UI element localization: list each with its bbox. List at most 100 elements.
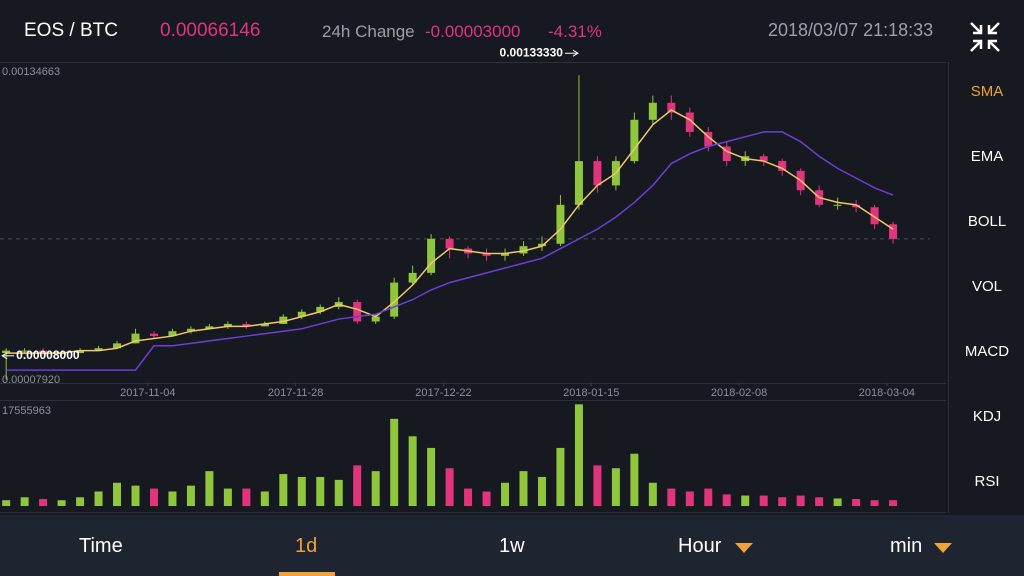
period[interactable]: min bbox=[890, 535, 923, 557]
candle-body bbox=[889, 224, 898, 239]
indicator[interactable]: EMA bbox=[970, 148, 1004, 165]
dropdown-arrow[interactable] bbox=[934, 543, 952, 553]
volume-bar bbox=[390, 418, 399, 506]
candle-body bbox=[186, 328, 195, 332]
candle-body bbox=[168, 331, 177, 337]
y-tick-label: 0.00134663 bbox=[2, 66, 60, 78]
candle-body bbox=[870, 207, 879, 225]
volume-bar bbox=[353, 465, 362, 506]
candle-body bbox=[482, 253, 491, 256]
indicator[interactable]: SMA bbox=[970, 83, 1004, 100]
collapse-icon[interactable] bbox=[968, 20, 1002, 54]
low-label: 0.00008000 bbox=[16, 348, 80, 362]
candle-body bbox=[94, 348, 103, 351]
indicator[interactable]: VOL bbox=[971, 278, 1002, 295]
candle-body bbox=[279, 316, 288, 324]
candle-body bbox=[759, 156, 768, 162]
period[interactable]: 1d bbox=[295, 535, 318, 557]
volume-bar bbox=[94, 491, 103, 506]
selected-underline bbox=[279, 572, 335, 576]
x-tick-label: 2018-02-08 bbox=[711, 387, 767, 399]
candle-body bbox=[371, 316, 380, 322]
candle-body bbox=[519, 246, 528, 254]
volume-tick-label: 17555963 bbox=[2, 405, 51, 417]
candle-body bbox=[223, 323, 232, 327]
low-arrowhead bbox=[1, 352, 8, 360]
volume-bar bbox=[149, 488, 158, 506]
candle-body bbox=[408, 272, 417, 283]
indicator[interactable]: MACD bbox=[964, 343, 1010, 360]
high-label: 0.00133330 bbox=[500, 45, 564, 59]
dropdown-arrow[interactable] bbox=[735, 543, 753, 553]
x-tick-label: 2018-03-04 bbox=[859, 387, 915, 399]
volume-bar bbox=[427, 447, 436, 506]
candle-body bbox=[556, 204, 565, 244]
candle-body bbox=[852, 204, 861, 208]
candle-body bbox=[630, 119, 639, 162]
candle-body bbox=[445, 238, 454, 249]
volume-bar bbox=[20, 497, 29, 506]
volume-bar bbox=[316, 476, 325, 506]
volume-bar bbox=[205, 471, 214, 506]
volume-bar bbox=[667, 488, 676, 506]
moving-average bbox=[6, 131, 894, 371]
candle-body bbox=[722, 146, 731, 162]
volume-bar bbox=[833, 498, 842, 506]
volume-bar bbox=[611, 468, 620, 506]
volume-bar bbox=[870, 500, 879, 506]
candle-body bbox=[131, 333, 140, 344]
volume-bar bbox=[186, 485, 195, 506]
volume-bar bbox=[574, 404, 583, 506]
pair: EOS / BTC bbox=[24, 20, 118, 41]
volume-bar bbox=[2, 500, 11, 506]
x-tick-label: 2017-12-22 bbox=[415, 387, 471, 399]
volume-bar bbox=[519, 471, 528, 506]
y-tick-label: 0.00007920 bbox=[2, 374, 60, 386]
candle-body bbox=[316, 306, 325, 312]
volume-bar bbox=[260, 491, 269, 506]
candle-body bbox=[76, 350, 85, 354]
volume-bar bbox=[593, 465, 602, 506]
volume-bar bbox=[39, 499, 48, 506]
candle-body bbox=[427, 238, 436, 273]
change: -0.00003000 bbox=[425, 22, 521, 41]
volume-bar bbox=[445, 468, 454, 506]
volume-bar bbox=[796, 495, 805, 506]
volume-bar bbox=[778, 497, 787, 506]
volume-bar bbox=[223, 488, 232, 506]
candle-body bbox=[667, 102, 676, 113]
volume-bar bbox=[704, 488, 713, 506]
volume-bar bbox=[759, 495, 768, 506]
volume-bar bbox=[556, 447, 565, 506]
indicator[interactable]: KDJ bbox=[972, 408, 1002, 425]
candle-body bbox=[113, 343, 122, 349]
candle-body bbox=[297, 311, 306, 317]
period[interactable]: Time bbox=[79, 535, 123, 557]
volume-bar bbox=[464, 488, 473, 506]
volume-bar bbox=[371, 471, 380, 506]
volume-bar bbox=[242, 488, 251, 506]
candle-body bbox=[205, 326, 214, 329]
volume-bar bbox=[168, 491, 177, 506]
high-arrowhead bbox=[572, 49, 579, 57]
volume-bar bbox=[537, 476, 546, 506]
candle-body bbox=[501, 253, 510, 256]
candle-body bbox=[648, 102, 657, 120]
volume-bar bbox=[630, 453, 639, 506]
time: 2018/03/07 21:18:33 bbox=[768, 20, 934, 40]
volume-bar bbox=[131, 485, 140, 506]
period[interactable]: 1w bbox=[499, 535, 525, 557]
price: 0.00066146 bbox=[160, 20, 261, 41]
candle-body bbox=[260, 323, 269, 327]
indicator[interactable]: RSI bbox=[974, 473, 1000, 490]
volume-bar bbox=[482, 491, 491, 506]
moving-average bbox=[6, 109, 894, 354]
header: EOS / BTC 0.00066146 24h Change -0.00003… bbox=[0, 0, 1024, 62]
volume-bar bbox=[408, 436, 417, 506]
volume-bar bbox=[815, 497, 824, 506]
period[interactable]: Hour bbox=[678, 535, 722, 557]
volume-bar bbox=[722, 494, 731, 506]
indicator[interactable]: BOLL bbox=[967, 213, 1007, 230]
volume-bar bbox=[648, 482, 657, 506]
